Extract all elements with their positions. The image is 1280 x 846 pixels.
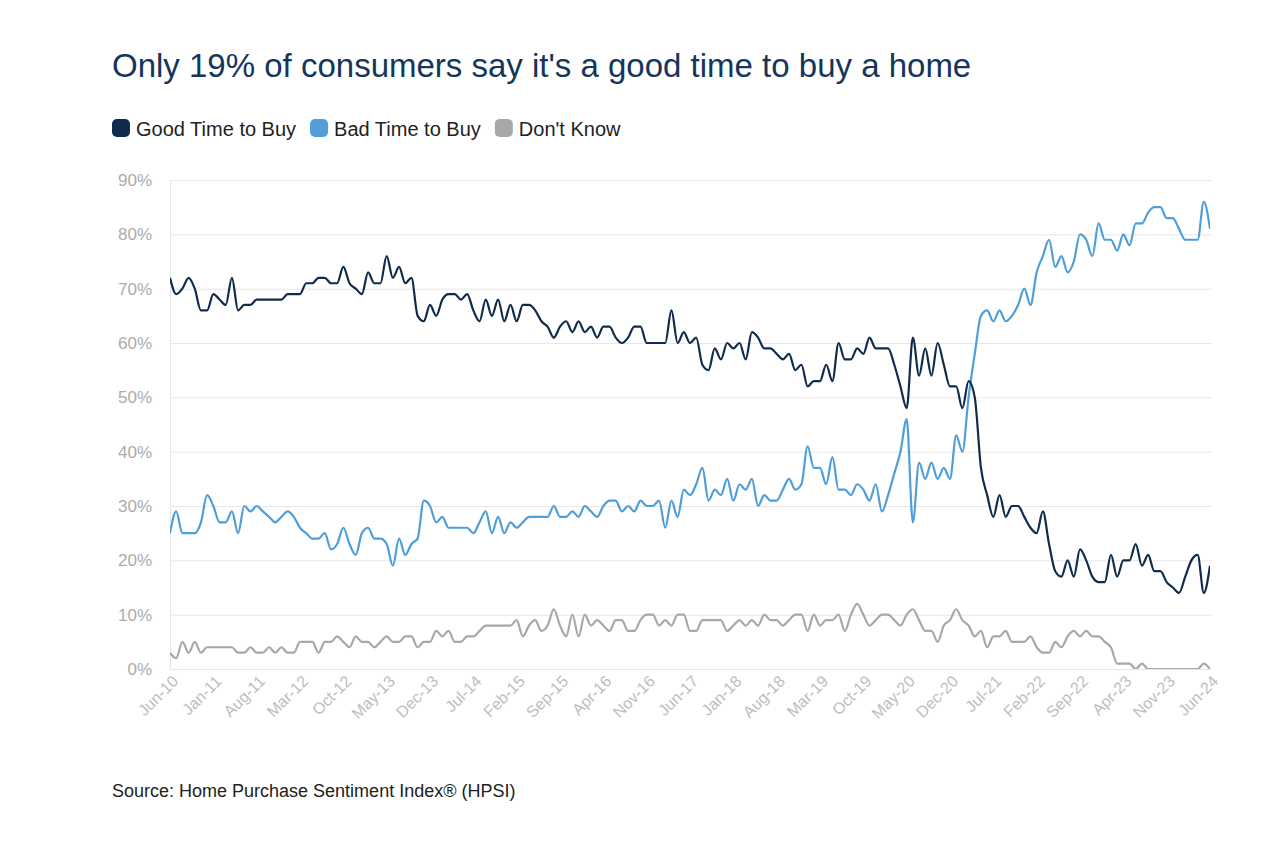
grid-line (170, 452, 1212, 453)
x-tick: Aug-11 (220, 669, 268, 720)
y-tick-label: 40% (118, 443, 152, 462)
x-tick: Jul-21 (962, 669, 1005, 715)
x-tick-label: Jul-14 (442, 672, 485, 715)
legend-swatch (495, 119, 513, 137)
y-axis-line (170, 181, 171, 670)
y-tick: 90% (118, 171, 1212, 190)
y-tick-label: 50% (118, 388, 152, 407)
legend-swatch (310, 119, 328, 137)
grid-line (170, 234, 1212, 235)
x-tick: Sep-15 (523, 669, 572, 721)
x-tick-label: Dec-20 (913, 672, 962, 721)
x-tick-label: Mar-12 (264, 672, 312, 720)
x-tick: Sep-22 (1043, 669, 1092, 721)
chart-svg: Only 19% of consumers say it's a good ti… (0, 0, 1280, 846)
x-tick: Feb-22 (1000, 669, 1048, 720)
x-tick-label: Jan-11 (179, 672, 225, 718)
x-tick-label: Apr-16 (569, 672, 615, 718)
x-tick-label: Oct-19 (829, 672, 875, 718)
grid-line (170, 506, 1212, 507)
y-tick: 50% (118, 388, 1212, 407)
legend-item: Good Time to Buy (112, 118, 296, 140)
x-tick: Jun-10 (135, 669, 182, 719)
x-tick-label: Jun-17 (655, 672, 702, 719)
legend-label: Bad Time to Buy (334, 118, 481, 140)
chart-title: Only 19% of consumers say it's a good ti… (112, 47, 971, 84)
y-tick: 40% (118, 443, 1212, 462)
x-tick: May-13 (348, 669, 398, 722)
y-tick-label: 30% (118, 497, 152, 516)
x-tick: Jun-24 (1175, 669, 1222, 719)
grid-line (170, 289, 1212, 290)
y-tick-label: 60% (118, 334, 152, 353)
x-tick-label: Mar-19 (784, 672, 832, 720)
x-tick: Mar-12 (264, 669, 312, 720)
y-tick: 10% (118, 606, 1212, 625)
grid-line (170, 669, 1212, 670)
x-tick-label: Sep-22 (1043, 672, 1092, 721)
grid-line (170, 180, 1212, 181)
x-tick-label: Sep-15 (523, 672, 572, 721)
x-tick: Mar-19 (784, 669, 832, 720)
x-tick-label: Feb-22 (1000, 672, 1048, 720)
x-tick-label: Jun-10 (135, 672, 182, 719)
x-tick: Dec-20 (913, 669, 962, 721)
x-axis-line (171, 669, 1211, 670)
y-tick: 30% (118, 497, 1212, 516)
y-tick-label: 90% (118, 171, 152, 190)
y-tick-label: 80% (118, 225, 152, 244)
x-tick: Jan-11 (179, 669, 225, 718)
x-tick-label: Jun-24 (1175, 672, 1222, 719)
x-tick: Dec-13 (393, 669, 442, 721)
x-tick: May-20 (868, 669, 918, 722)
y-tick: 20% (118, 551, 1212, 570)
x-tick-label: Jan-18 (698, 672, 745, 719)
x-tick-label: May-13 (348, 672, 398, 722)
x-tick-label: Feb-15 (480, 672, 528, 720)
x-tick: Nov-16 (610, 669, 659, 721)
x-tick-label: Jul-21 (962, 672, 1005, 715)
x-tick: Feb-15 (480, 669, 528, 720)
legend-label: Good Time to Buy (136, 118, 296, 140)
y-tick: 70% (118, 280, 1212, 299)
legend: Good Time to Buy Bad Time to Buy Don't Kno… (112, 118, 621, 140)
y-tick-label: 20% (118, 551, 152, 570)
grid-line (170, 615, 1212, 616)
plot-area (170, 202, 1210, 669)
x-tick-label: Nov-16 (610, 672, 659, 721)
legend-swatch (112, 119, 130, 137)
series-line (170, 256, 1210, 593)
y-axis: 0% 10% 20% 30% 40% 50% 60% 70% 80% 90% (118, 171, 1212, 679)
x-tick: Aug-18 (740, 669, 789, 721)
y-tick: 0% (127, 660, 1212, 679)
x-tick-label: Apr-23 (1089, 672, 1135, 718)
y-tick-label: 70% (118, 280, 152, 299)
x-tick: Apr-16 (569, 669, 615, 718)
series-line (170, 604, 1210, 669)
x-tick-label: Nov-23 (1130, 672, 1179, 721)
x-tick-label: Dec-13 (393, 672, 442, 721)
x-tick-label: Aug-18 (740, 672, 789, 721)
y-tick-label: 10% (118, 606, 152, 625)
source-note: Source: Home Purchase Sentiment Index® (… (112, 781, 515, 801)
legend-item: Bad Time to Buy (310, 118, 481, 140)
grid-line (170, 560, 1212, 561)
x-tick-label: Aug-11 (220, 672, 268, 720)
x-tick-label: May-20 (868, 672, 918, 722)
x-tick: Apr-23 (1089, 669, 1135, 718)
series-line (170, 202, 1210, 566)
x-tick: Jul-14 (442, 669, 485, 715)
x-axis: Jun-10Jan-11Aug-11Mar-12Oct-12May-13Dec-… (135, 669, 1222, 722)
x-tick: Jan-18 (698, 669, 745, 719)
y-tick-label: 0% (127, 660, 152, 679)
legend-item: Don't Know (495, 118, 621, 140)
x-tick-label: Oct-12 (309, 672, 355, 718)
legend-label: Don't Know (519, 118, 621, 140)
grid-line (170, 397, 1212, 398)
x-tick: Jun-17 (655, 669, 702, 719)
x-tick: Nov-23 (1130, 669, 1179, 721)
